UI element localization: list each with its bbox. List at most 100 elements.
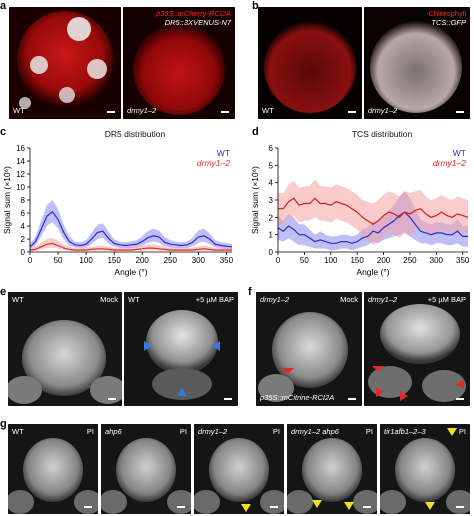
panel-b-wt-image: WT <box>258 7 362 119</box>
x-tick-label: 150 <box>350 256 364 265</box>
y-tick-label: 4 <box>21 222 26 231</box>
x-tick-label: 150 <box>107 256 121 265</box>
red-arrowhead-icon <box>282 368 294 374</box>
x-tick-label: 250 <box>164 256 178 265</box>
y-tick-label: 6 <box>21 209 26 218</box>
red-arrowhead-icon <box>400 391 408 401</box>
panel-e-left-genotype: WT <box>12 295 24 304</box>
panel-a-left-label: WT <box>13 106 25 115</box>
x-tick-label: 250 <box>403 256 417 265</box>
x-tick-label: 100 <box>324 256 338 265</box>
x-tick-label: 100 <box>79 256 93 265</box>
panel-a-mutant-micrograph <box>123 7 235 119</box>
scale-bar <box>108 398 116 400</box>
panel-g-micrograph <box>8 424 98 514</box>
scale-bar <box>348 111 356 113</box>
y-tick-label: 14 <box>16 157 25 166</box>
panel-g-genotype: tir1afb1–2–3 <box>384 427 426 436</box>
panel-g-micrograph <box>101 424 191 514</box>
panel-a-wt-image: WT <box>9 7 121 119</box>
panel-g-genotype: ahp6 <box>105 427 122 436</box>
panel-a-marker-1: p35S::mCherry-RCI2A <box>155 9 231 18</box>
scale-bar <box>224 398 232 400</box>
legend-entry-0: WT <box>453 148 466 158</box>
panel-f-bap-micrograph <box>364 292 470 406</box>
panel-f-left-genotype: drmy1–2 <box>260 295 290 304</box>
x-tick-label: 300 <box>430 256 444 265</box>
panel-label-c: c <box>0 126 7 138</box>
series-line-0 <box>29 210 233 248</box>
y-tick-label: 10 <box>16 183 25 192</box>
chart-d-tcs-distribution: 0 50 100 150 200 250 300 350 0 1 2 3 4 5 6 Angle (°) Sig… <box>250 144 470 277</box>
panel-g-genotype: drmy1–2 <box>198 427 228 436</box>
panel-e-right-treatment: +5 µM BAP <box>195 295 234 304</box>
panel-e-bap-micrograph <box>124 292 238 406</box>
red-arrowhead-icon <box>372 366 384 372</box>
yellow-arrowhead-icon <box>241 504 251 512</box>
x-tick-label: 0 <box>276 256 281 265</box>
x-tick-label: 200 <box>377 256 391 265</box>
x-axis-label: Angle (°) <box>356 267 389 277</box>
panel-f-right-treatment: +5 µM BAP <box>427 295 466 304</box>
panel-label-d: d <box>252 126 259 138</box>
scale-bar <box>221 111 229 113</box>
legend-entry-1: drmy1–2 <box>433 158 466 168</box>
panel-a-marker-2: DR5::3XVENUS-N7 <box>164 18 231 27</box>
y-tick-label: 4 <box>269 179 274 188</box>
panel-e-mock-micrograph <box>8 292 122 406</box>
panel-e-left-treatment: Mock <box>100 295 118 304</box>
y-tick-label: 2 <box>269 213 274 222</box>
panel-g-stain: PI <box>179 427 187 436</box>
panel-g-micrograph <box>380 424 470 514</box>
y-axis-label: Signal sum (×10⁶) <box>2 166 12 234</box>
red-arrowhead-icon <box>456 379 464 389</box>
panel-g-stain: PI <box>458 427 466 436</box>
series-band-0 <box>30 200 232 250</box>
scale-bar <box>456 506 464 508</box>
panel-f-marker: p35S::mCitrine-RCI2A <box>260 393 335 402</box>
scale-bar <box>456 398 464 400</box>
y-tick-label: 0 <box>269 248 274 257</box>
panel-e-right-genotype: WT <box>128 295 140 304</box>
x-tick-label: 350 <box>220 256 234 265</box>
legend-entry-0: WT <box>217 148 230 158</box>
series-line-0 <box>277 211 468 244</box>
panel-g-stain: PI <box>272 427 280 436</box>
series-band-1 <box>278 179 468 246</box>
panel-b-marker-1: Chlorophyll <box>428 9 466 18</box>
scale-bar <box>456 111 464 113</box>
panel-b-marker-2: TCS::GFP <box>431 18 466 27</box>
yellow-arrowhead-icon <box>312 500 322 508</box>
y-tick-label: 3 <box>269 196 274 205</box>
panel-a-right-label: drmy1–2 <box>127 106 157 115</box>
panel-g-tile: drmy1–2 PI <box>194 424 284 514</box>
yellow-arrowhead-icon <box>344 502 354 510</box>
y-tick-label: 5 <box>269 161 274 170</box>
panel-f-bap-image: drmy1–2 +5 µM BAP <box>364 292 470 406</box>
panel-b-mutant-micrograph <box>364 7 470 119</box>
y-tick-label: 8 <box>21 196 26 205</box>
panel-b-mutant-image: Chlorophyll TCS::GFP drmy1–2 <box>364 7 470 119</box>
panel-g-micrograph <box>287 424 377 514</box>
panel-a-wt-micrograph <box>9 7 121 119</box>
panel-g-tile: WT PI <box>8 424 98 514</box>
panel-label-a: a <box>0 0 7 12</box>
panel-f-mock-image: drmy1–2 Mock p35S::mCitrine-RCI2A <box>256 292 362 406</box>
scale-bar <box>363 506 371 508</box>
panel-g-row: WT PI ahp6 PI drmy1–2 PI drmy1–2 ahp6 PI tir1afb… <box>8 424 472 514</box>
chart-c-dr5-distribution: 0 50 100 150 200 250 300 350 0 2 4 6 8 10 12 14 16 Angle … <box>2 144 234 277</box>
panel-g-stain: PI <box>86 427 94 436</box>
scale-bar <box>177 506 185 508</box>
chart-d-title: TCS distribution <box>351 129 413 139</box>
panel-label-b: b <box>252 0 259 12</box>
panel-g-tile: drmy1–2 ahp6 PI <box>287 424 377 514</box>
yellow-arrowhead-icon <box>447 428 457 436</box>
scale-bar <box>348 398 356 400</box>
panel-f-right-genotype: drmy1–2 <box>368 295 398 304</box>
panel-g-stain: PI <box>365 427 373 436</box>
y-tick-label: 12 <box>16 170 25 179</box>
panel-b-right-label: drmy1–2 <box>368 106 398 115</box>
series-line-1 <box>278 197 469 226</box>
panel-label-e: e <box>0 286 7 298</box>
blue-arrowhead-icon <box>144 341 152 351</box>
